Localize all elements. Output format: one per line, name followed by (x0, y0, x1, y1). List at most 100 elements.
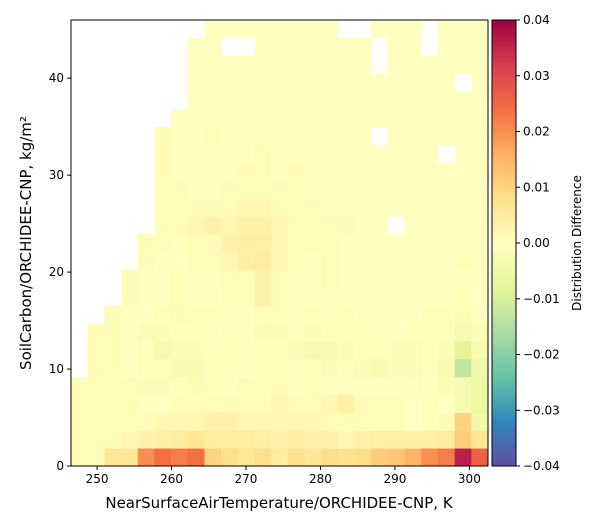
heatmap-cell (454, 358, 472, 378)
heatmap-cell (337, 216, 355, 235)
heatmap-cell (254, 162, 272, 181)
heatmap-cell (221, 55, 239, 74)
heatmap-cell (104, 305, 122, 324)
heatmap-cell (154, 287, 172, 306)
heatmap-cell (454, 251, 472, 271)
heatmap-cell (237, 73, 255, 92)
heatmap-cell (421, 180, 439, 199)
heatmap-cell (354, 55, 372, 74)
heatmap-cell (204, 37, 222, 57)
heatmap-cell (321, 216, 339, 235)
heatmap-cell (404, 287, 422, 306)
heatmap-cell (337, 180, 355, 199)
heatmap-cell (321, 269, 339, 288)
heatmap-cell (271, 109, 289, 128)
heatmap-cell (404, 162, 422, 181)
heatmap-cell (154, 269, 172, 288)
heatmap-cell (271, 358, 289, 378)
heatmap-cell (287, 305, 305, 324)
heatmap-cell (237, 216, 255, 235)
heatmap-cell (337, 358, 355, 378)
heatmap-cell (337, 55, 355, 74)
heatmap-cell (254, 198, 272, 217)
heatmap-cell (337, 323, 355, 342)
heatmap-cell (304, 109, 322, 128)
heatmap-cell (337, 198, 355, 217)
heatmap-cell (204, 73, 222, 92)
heatmap-cell (337, 430, 355, 449)
heatmap-cell (371, 376, 389, 396)
heatmap-cell (404, 55, 422, 74)
heatmap-cell (271, 162, 289, 181)
heatmap-cell (254, 341, 272, 360)
heatmap-cell (421, 341, 439, 360)
heatmap-cell (204, 305, 222, 324)
colorbar-ticks: 0.04 0.03 0.02 0.01 0.00 −0.01 −0.02 −0.03 −0.04 (516, 13, 560, 473)
heatmap-cell (204, 287, 222, 306)
heatmap-cell (171, 198, 189, 217)
heatmap-cell (254, 55, 272, 74)
heatmap-cell (421, 234, 439, 253)
heatmap-cell (254, 269, 272, 288)
heatmap-cell (387, 269, 405, 288)
heatmap-cell (154, 162, 172, 181)
colorbar-tick-label: 0.01 (523, 180, 550, 194)
heatmap-cell (237, 287, 255, 306)
heatmap-cell (237, 234, 255, 253)
heatmap-cell (237, 127, 255, 146)
heatmap-cell (454, 376, 472, 396)
heatmap-cell (304, 234, 322, 253)
heatmap-cell (271, 341, 289, 360)
heatmap-cell (287, 287, 305, 306)
heatmap-cell (87, 394, 105, 413)
heatmap-cell (187, 162, 205, 181)
heatmap-cell (387, 412, 405, 431)
heatmap-cell (421, 358, 439, 378)
heatmap-cell (254, 20, 272, 39)
x-axis-label: NearSurfaceAirTemperature/ORCHIDEE-CNP, … (105, 494, 453, 512)
heatmap-cell (321, 91, 339, 110)
heatmap-cell (371, 394, 389, 413)
heatmap-cell (304, 394, 322, 413)
heatmap-cell (387, 251, 405, 271)
heatmap-cell (454, 162, 472, 181)
heatmap-cell (221, 127, 239, 146)
heatmap-cell (387, 341, 405, 360)
heatmap-cell (471, 323, 489, 342)
heatmap-cell (237, 251, 255, 271)
heatmap-cell (287, 358, 305, 378)
heatmap-cell (437, 162, 456, 181)
heatmap-cell (287, 20, 305, 39)
heatmap-cell (354, 341, 372, 360)
x-tick-label: 260 (160, 472, 183, 486)
heatmap-cell (271, 394, 289, 413)
heatmap-cell (271, 55, 289, 74)
heatmap-cell (154, 376, 172, 396)
heatmap-cell (221, 358, 239, 378)
heatmap-cell (304, 198, 322, 217)
heatmap-cell (454, 198, 472, 217)
heatmap-cell (387, 20, 405, 39)
y-axis-ticks: 0 10 20 30 40 (49, 71, 71, 473)
heatmap-cell (337, 305, 355, 324)
colorbar-tick-label: −0.01 (523, 292, 560, 306)
heatmap-cell (337, 144, 355, 164)
heatmap-cell (337, 376, 355, 396)
heatmap-cell (371, 305, 389, 324)
heatmap-cell (254, 394, 272, 413)
heatmap-cell (421, 287, 439, 306)
heatmap-cell (187, 73, 205, 92)
heatmap-cell (454, 234, 472, 253)
heatmap-cell (437, 430, 456, 449)
heatmap-cell (71, 412, 89, 431)
heatmap-cell (271, 430, 289, 449)
heatmap-cell (221, 144, 239, 164)
heatmap-cell (404, 448, 422, 467)
heatmap-cell (304, 323, 322, 342)
heatmap-cell (171, 358, 189, 378)
heatmap-cell (437, 448, 456, 467)
heatmap-cell (454, 20, 472, 39)
heatmap-cell (371, 20, 389, 39)
heatmap-cell (471, 127, 489, 146)
heatmap-cell (271, 305, 289, 324)
